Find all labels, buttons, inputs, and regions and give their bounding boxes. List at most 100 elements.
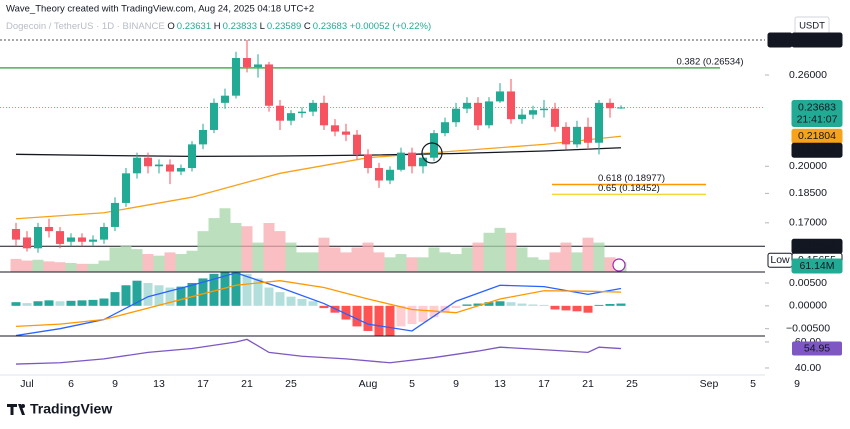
volume-bar [307, 252, 319, 272]
candle-body [529, 110, 537, 115]
ohlc-letter: L [260, 21, 265, 32]
candle-body [617, 107, 625, 109]
candle-body [364, 154, 372, 169]
volume-bar [98, 260, 110, 272]
annotation-circle [421, 142, 443, 164]
volume-bar [21, 260, 33, 272]
candle-body [265, 64, 273, 106]
candle-body [375, 168, 383, 181]
macd-bar [187, 282, 197, 306]
countdown: 21:41:07 [797, 113, 838, 125]
macd-bar [506, 302, 516, 306]
macd-bar [561, 305, 571, 311]
macd-bar [572, 305, 582, 312]
ohlc-letter: O [167, 21, 174, 32]
macd-bar [165, 287, 175, 306]
macd-bar [539, 304, 549, 306]
candle-body [89, 239, 97, 242]
macd-bar [451, 305, 461, 309]
volume-bar [252, 242, 264, 272]
volume-bar [241, 226, 253, 272]
candle-body [397, 152, 405, 170]
macd-bar [209, 273, 219, 306]
volume-bar [494, 227, 506, 272]
volume-bar [219, 208, 231, 272]
x-tick-label: 5 [750, 378, 756, 390]
volume-bar [10, 258, 22, 272]
candle-body [474, 102, 482, 126]
volume-bar [549, 252, 561, 272]
y-tick-label: 0.17000 [789, 217, 827, 229]
candle-body [441, 122, 449, 134]
volume-bar [593, 242, 605, 272]
volume-bar [428, 247, 440, 272]
candle-body [353, 134, 361, 155]
macd-bar [594, 304, 604, 306]
volume-bar [208, 218, 220, 272]
candle-body [111, 202, 119, 227]
x-tick-label: 21 [582, 378, 594, 390]
macd-bar [297, 298, 307, 306]
macd-bar [143, 282, 153, 306]
volume-bar [318, 237, 330, 272]
candle-body [419, 157, 427, 167]
candle-body [23, 237, 31, 249]
volume-bar [461, 247, 473, 272]
macd-bar [275, 292, 285, 306]
macd-bar [352, 305, 362, 327]
volume-bar [230, 222, 242, 272]
candle-body [342, 131, 350, 135]
macd-bar [484, 302, 494, 306]
candle-body [155, 164, 163, 167]
macd-bar [66, 300, 76, 306]
volume-bar [164, 252, 176, 272]
macd-bar [286, 296, 296, 306]
candle-body [221, 95, 229, 103]
candle-body [430, 133, 438, 158]
macd-bar [88, 299, 98, 306]
x-tick-label: 13 [153, 378, 165, 390]
currency[interactable]: USDT [799, 21, 825, 32]
candle-body [100, 226, 108, 240]
macd-bar [231, 272, 241, 306]
volume-bar [274, 231, 286, 272]
candle-body [133, 157, 141, 174]
candle-body [386, 169, 394, 181]
volume-bar [505, 232, 517, 272]
macd-bar [407, 305, 417, 325]
macd-bar [462, 304, 472, 306]
y-tick-label: 0.00000 [789, 300, 827, 312]
volume-bar [329, 247, 341, 272]
macd-bar [605, 304, 615, 306]
candle-body [254, 64, 262, 68]
y-tick-label: 0.20000 [789, 160, 827, 172]
macd-bar [308, 301, 318, 306]
rsi-label: 54.95 [804, 342, 830, 354]
volume-bar [263, 222, 275, 272]
volume-bar [560, 242, 572, 272]
x-tick-label: 5 [409, 378, 415, 390]
volume-bar [142, 254, 154, 272]
volume-bar [527, 257, 539, 272]
candle-body [518, 114, 526, 120]
candle-body [606, 102, 614, 109]
x-tick-label: 21 [241, 378, 253, 390]
indicator-line [15, 338, 622, 365]
price-label: 0.28750 [798, 34, 836, 46]
logo-mark [7, 404, 25, 415]
candle-body [12, 229, 20, 240]
candle-body [540, 108, 548, 111]
indicator-line [15, 147, 622, 157]
volume-bar [43, 261, 55, 272]
tag-label: Low [770, 254, 790, 266]
fib-label: 0.65 (0.18452) [598, 183, 660, 194]
candle-body [78, 237, 86, 242]
volume-bar [538, 259, 550, 272]
volume-bar [197, 231, 209, 272]
volume-bar [351, 247, 363, 272]
fib-label: 0.382 (0.26534) [676, 56, 743, 67]
volume-bar [516, 247, 528, 272]
candle-body [287, 113, 295, 121]
macd-bar [198, 278, 208, 306]
